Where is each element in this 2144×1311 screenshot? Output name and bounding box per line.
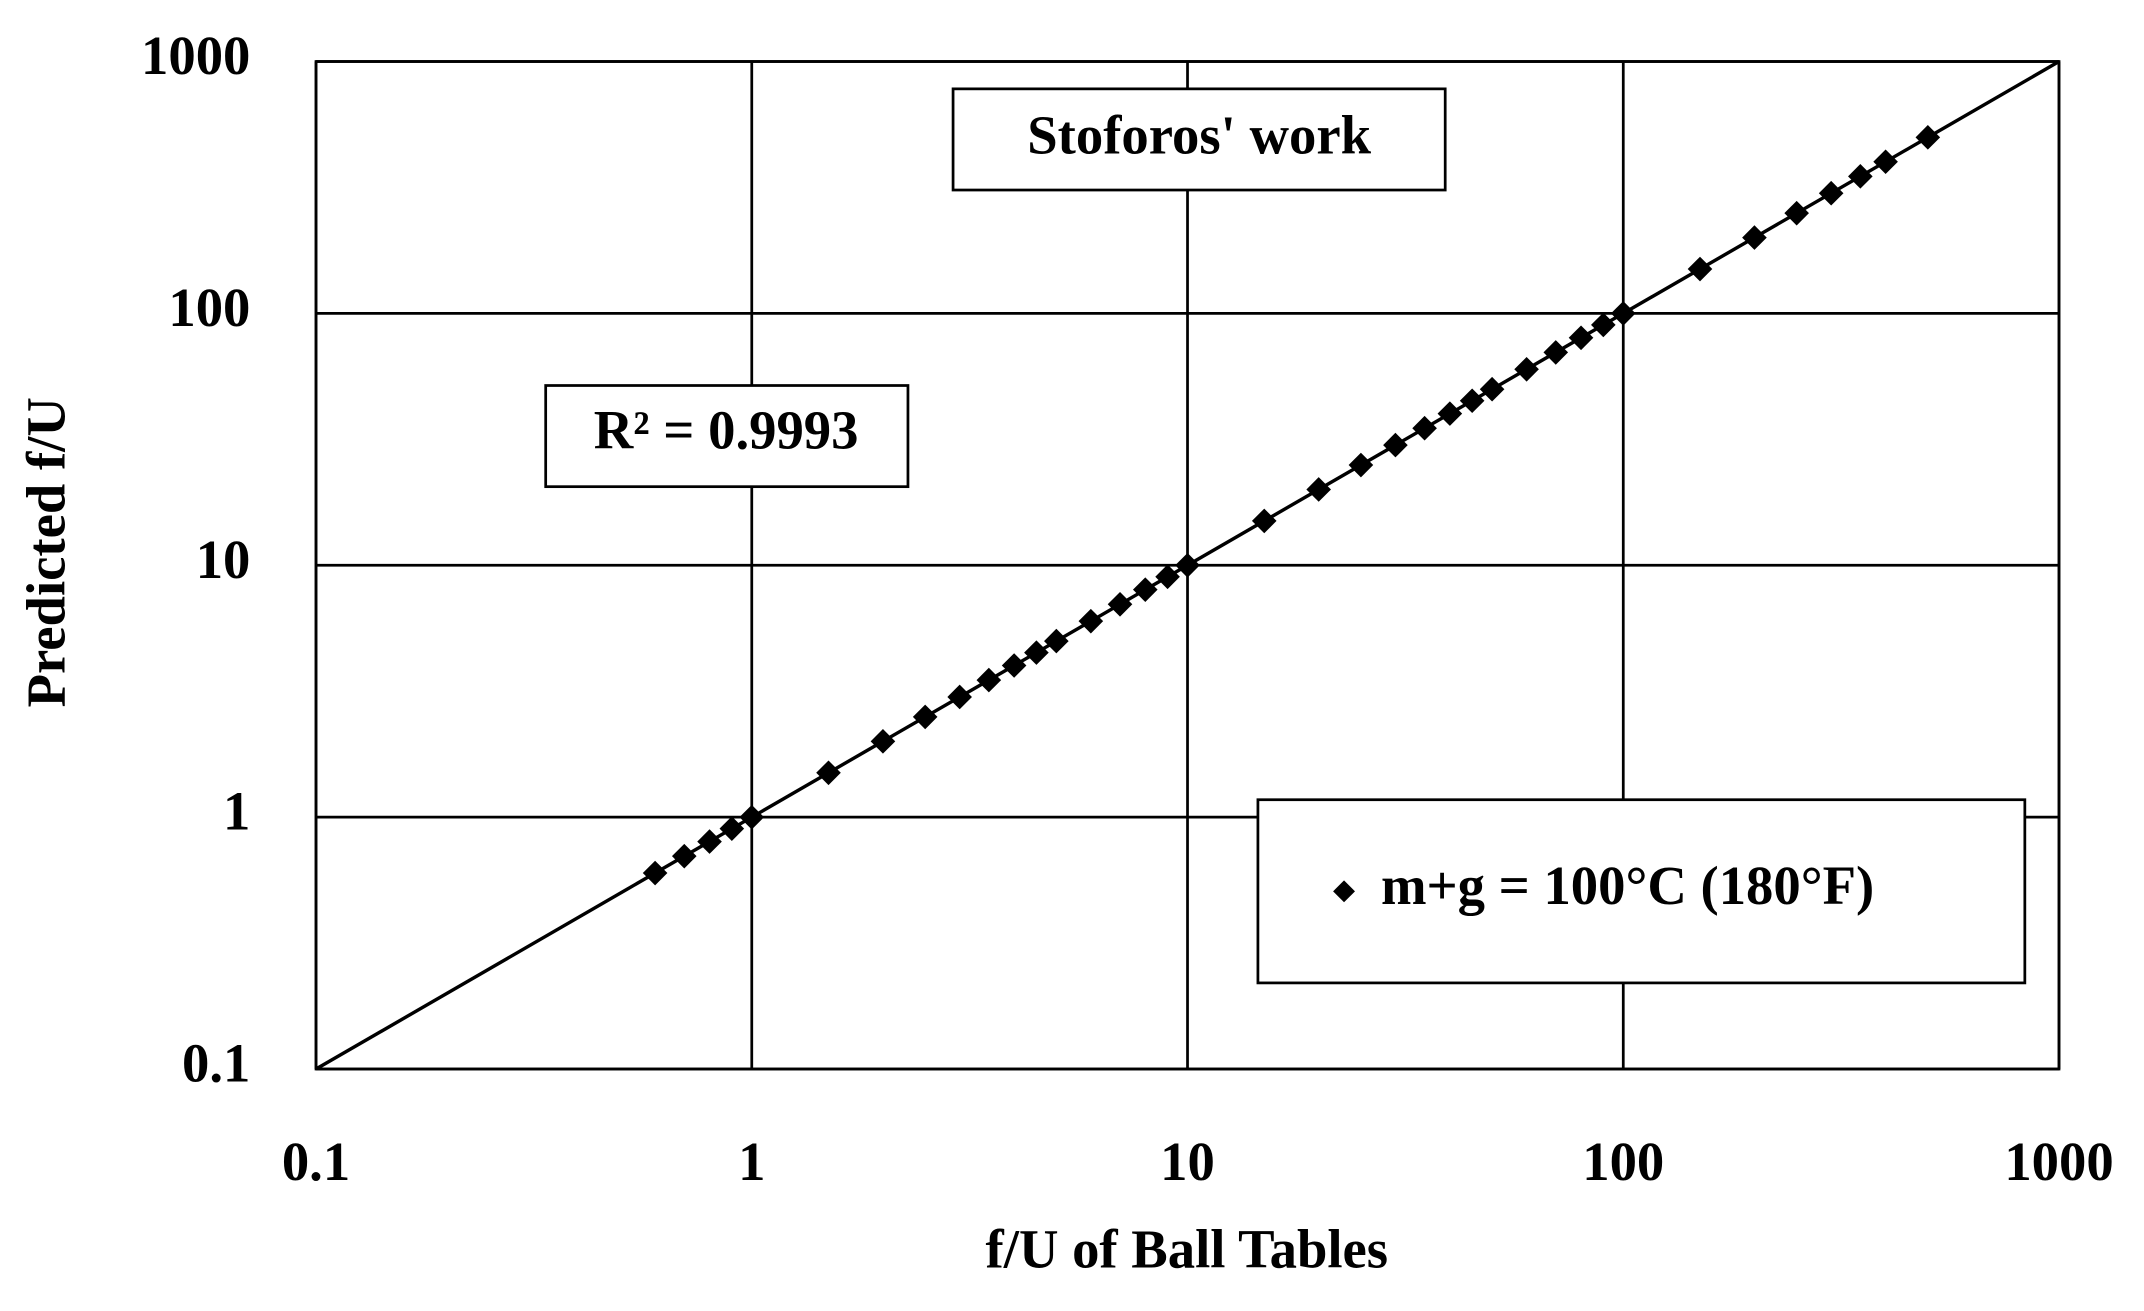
point bbox=[1132, 577, 1158, 602]
point bbox=[1915, 125, 1941, 150]
legend-label: m+g = 100°C (180°F) bbox=[1381, 855, 1874, 916]
point bbox=[1610, 301, 1636, 326]
point bbox=[1818, 180, 1844, 206]
y-axis-label: Predicted f/U bbox=[16, 397, 77, 707]
point bbox=[1001, 653, 1027, 678]
point bbox=[1742, 225, 1767, 250]
annotation-box bbox=[544, 384, 910, 489]
x-tick-label: 1000 bbox=[2004, 1131, 2113, 1192]
point bbox=[1479, 376, 1505, 402]
point bbox=[671, 843, 697, 869]
y-tick-label: 0.1 bbox=[182, 1033, 250, 1094]
point bbox=[1412, 415, 1437, 441]
point bbox=[947, 684, 972, 710]
x-tick-label: 100 bbox=[1582, 1131, 1664, 1192]
point bbox=[1383, 432, 1408, 458]
point bbox=[1155, 564, 1180, 590]
point bbox=[976, 667, 1002, 693]
point bbox=[816, 760, 841, 786]
plot-frame bbox=[314, 60, 2061, 1071]
point bbox=[1568, 325, 1594, 351]
point bbox=[697, 829, 722, 854]
point bbox=[739, 804, 765, 830]
legend: m+g = 100°C (180°F) bbox=[1333, 855, 1874, 916]
point bbox=[870, 729, 896, 754]
y-tick-label: 10 bbox=[196, 529, 251, 590]
point bbox=[719, 816, 745, 841]
point bbox=[1107, 591, 1133, 617]
legend-box bbox=[1256, 798, 2027, 985]
point bbox=[1348, 452, 1374, 478]
annotation-box bbox=[951, 87, 1447, 192]
point bbox=[642, 860, 668, 886]
annotation: Stoforos' work bbox=[1027, 104, 1371, 165]
point bbox=[1437, 401, 1463, 426]
y-tick-label: 100 bbox=[168, 277, 250, 338]
x-axis-label: f/U of Ball Tables bbox=[986, 1218, 1389, 1279]
x-tick-label: 0.1 bbox=[282, 1131, 350, 1192]
point bbox=[1784, 200, 1809, 226]
point bbox=[1078, 608, 1104, 634]
point bbox=[1044, 628, 1069, 654]
point bbox=[1543, 340, 1569, 365]
point bbox=[1175, 552, 1200, 578]
x-tick-label: 1 bbox=[738, 1131, 765, 1192]
y-tick-label: 1000 bbox=[141, 25, 250, 86]
point bbox=[1514, 356, 1539, 382]
x-tick-label: 10 bbox=[1160, 1131, 1215, 1192]
point bbox=[1306, 477, 1331, 502]
point bbox=[1024, 640, 1049, 665]
y-tick-label: 1 bbox=[223, 781, 250, 842]
point bbox=[1687, 256, 1713, 282]
point bbox=[912, 704, 938, 730]
annotation: R² = 0.9993 bbox=[594, 400, 859, 461]
point bbox=[1459, 388, 1485, 414]
